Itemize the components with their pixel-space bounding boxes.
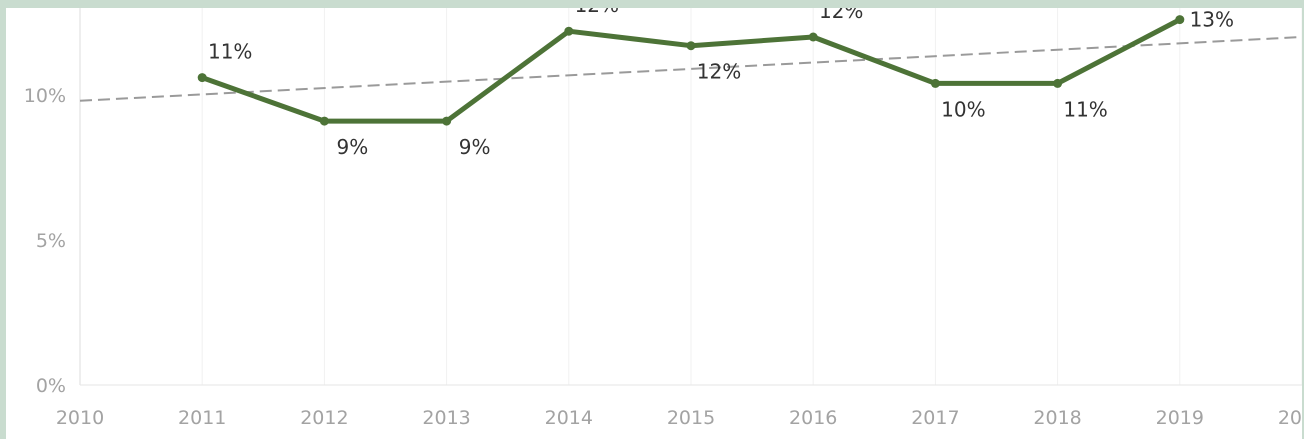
data-label: 11% [1063,97,1107,121]
x-tick-label: 2012 [300,407,348,429]
grid [79,8,1302,385]
data-point [564,26,574,36]
data-label: 12% [575,8,619,17]
series [197,15,1185,126]
data-point [1175,15,1185,25]
trend-line [79,36,1302,102]
x-tick-label: 2015 [667,407,715,429]
x-tick-label: 2017 [911,407,959,429]
data-point [808,32,818,42]
x-tick-label: 2020 [1278,407,1302,429]
data-label: 12% [819,8,863,23]
data-point [197,73,207,83]
y-tick-label: 5% [36,230,66,252]
data-point [930,78,940,88]
data-label: 9% [459,135,491,159]
x-tick-label: 2014 [545,407,593,429]
x-tick-label: 2016 [789,407,837,429]
x-tick-label: 2010 [56,407,104,429]
trend-line-path [79,36,1302,102]
data-label: 13% [1190,8,1234,32]
data-point [1053,78,1063,88]
data-label: 10% [941,97,985,121]
axes: 0% 5% 10% 2010 2011 2012 2013 2014 2015 2016 2017 2… [24,8,1302,429]
y-tick-label: 10% [24,85,66,107]
x-tick-label: 2013 [422,407,470,429]
y-tick-label: 0% [36,375,66,397]
x-tick-label: 2011 [178,407,226,429]
chart-panel: 0% 5% 10% 2010 2011 2012 2013 2014 2015 2016 2017 2… [6,8,1302,439]
data-label: 12% [697,60,741,84]
x-tick-label: 2018 [1033,407,1081,429]
line-chart: 0% 5% 10% 2010 2011 2012 2013 2014 2015 2016 2017 2… [24,8,1302,429]
data-point [319,116,329,126]
data-label: 9% [337,135,369,159]
data-label: 11% [208,40,252,64]
data-point [686,41,696,51]
data-labels: 11% 9% 9% 12% 12% 12% 10% 11% 13% [208,8,1234,159]
x-tick-label: 2019 [1156,407,1204,429]
data-point [442,116,452,126]
